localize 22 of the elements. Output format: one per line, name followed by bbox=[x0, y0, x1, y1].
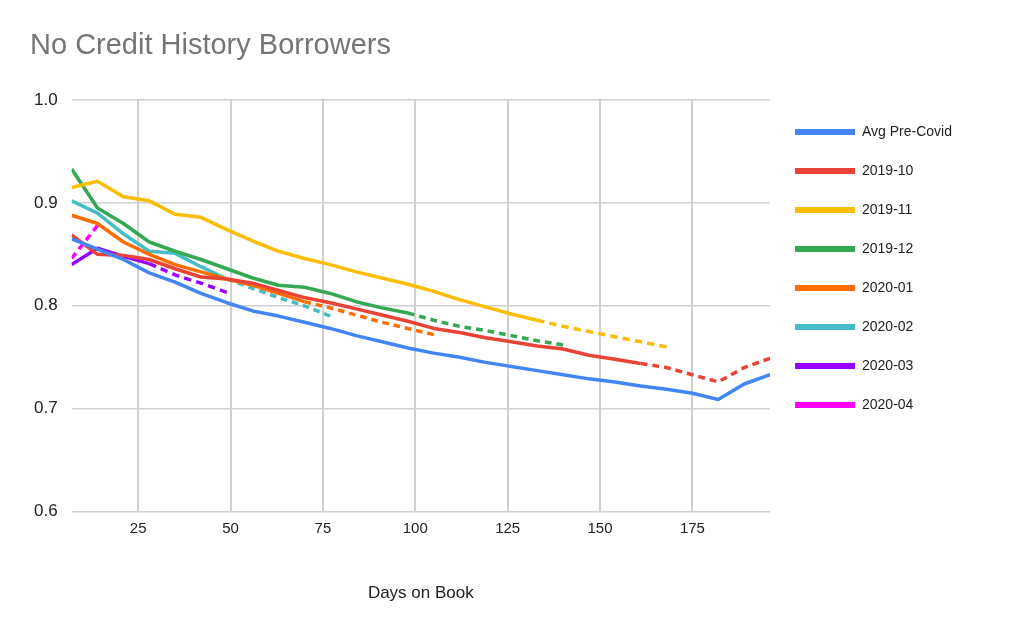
x-tick-label: 100 bbox=[402, 518, 428, 536]
legend-label: 2020-04 bbox=[862, 395, 914, 412]
legend-label: 2020-03 bbox=[862, 356, 914, 373]
legend-label: 2019-12 bbox=[862, 239, 914, 256]
legend-label: Avg Pre-Covid bbox=[862, 122, 953, 139]
legend-label: 2019-10 bbox=[862, 161, 914, 178]
y-tick-label: 0.8 bbox=[33, 295, 58, 315]
y-tick-label: 0.6 bbox=[33, 501, 58, 521]
x-tick-label: 50 bbox=[222, 518, 239, 536]
x-axis-title: Days on Book bbox=[367, 583, 475, 603]
legend-label: 2020-01 bbox=[862, 278, 914, 295]
legend-label: 2020-02 bbox=[862, 317, 914, 334]
x-tick-label: 175 bbox=[679, 518, 705, 536]
y-tick-label: 0.9 bbox=[33, 192, 58, 212]
y-tick-label: 1.0 bbox=[33, 89, 58, 109]
y-tick-label: 0.7 bbox=[33, 398, 58, 418]
x-tick-label: 25 bbox=[129, 518, 147, 536]
x-tick-label: 75 bbox=[314, 518, 332, 536]
legend-label: 2019-11 bbox=[862, 200, 913, 217]
chart-title: No Credit History Borrowers bbox=[30, 28, 391, 61]
x-tick-label: 125 bbox=[495, 518, 521, 536]
x-tick-label: 150 bbox=[587, 518, 613, 536]
